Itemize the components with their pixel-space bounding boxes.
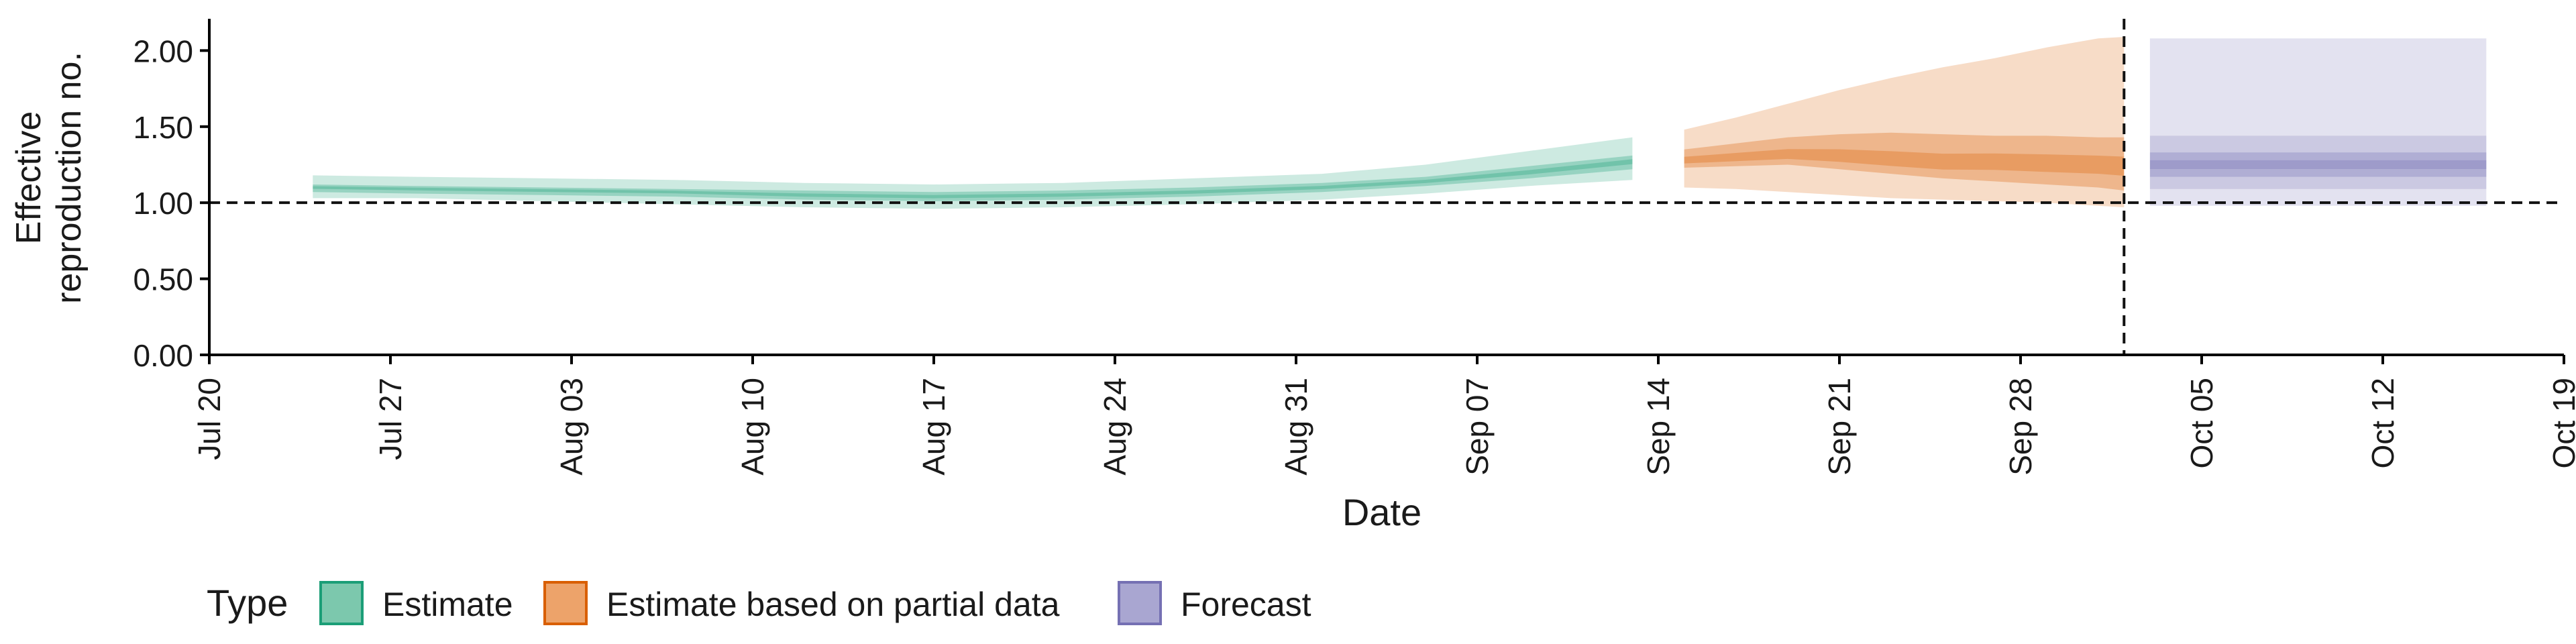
series-forecast — [2149, 38, 2487, 206]
x-tick-label: Aug 03 — [554, 378, 589, 476]
series-estimate-based-on-partial-data — [1684, 37, 2125, 207]
forecast-90-band — [2149, 136, 2487, 189]
y-tick-label: 0.50 — [133, 262, 193, 297]
x-tick-label: Sep 28 — [2003, 378, 2038, 476]
x-tick-label: Sep 21 — [1822, 378, 1857, 476]
legend-title: Type — [207, 582, 288, 624]
estimate-based-on-partial-data-50-band — [1684, 132, 2125, 191]
y-axis-label-line2: reproduction no. — [50, 52, 89, 304]
series-estimate — [313, 137, 1633, 209]
estimate-based-on-partial-data-90-band — [1684, 37, 2125, 207]
x-tick-label: Oct 05 — [2184, 378, 2219, 469]
estimate-50-band — [313, 155, 1633, 201]
legend-swatch — [319, 581, 364, 625]
legend-label: Estimate based on partial data — [606, 586, 1060, 623]
forecast-50-band — [2149, 152, 2487, 177]
estimate-90-band — [313, 137, 1633, 209]
legend-label: Estimate — [382, 586, 513, 623]
y-axis-label-line1: Effective — [9, 111, 48, 244]
estimate-bands — [313, 37, 2487, 209]
y-tick-label: 0.00 — [133, 338, 193, 373]
x-tick-label: Aug 10 — [735, 378, 770, 476]
y-tick-label: 1.00 — [133, 186, 193, 221]
x-tick-label: Sep 14 — [1641, 378, 1676, 476]
x-tick-label: Aug 17 — [916, 378, 951, 476]
x-tick-label: Jul 27 — [373, 378, 408, 460]
forecast-median-band — [2149, 160, 2487, 169]
estimate-based-on-partial-data-median-band — [1684, 149, 2125, 176]
legend-swatch — [543, 581, 588, 625]
x-tick-label: Jul 20 — [192, 378, 227, 460]
x-tick-label: Sep 07 — [1460, 378, 1495, 476]
forecast-outer-band — [2149, 38, 2487, 206]
y-tick-label: 1.50 — [133, 110, 193, 145]
legend-swatch — [1118, 581, 1162, 625]
x-tick-label: Oct 12 — [2365, 378, 2400, 469]
x-tick-label: Oct 19 — [2546, 378, 2576, 469]
legend-label: Forecast — [1181, 586, 1311, 623]
estimate-median-band — [313, 159, 1633, 199]
axes: 0.00 0.50 1.00 1.50 2.00 Jul 20 Jul 27 Aug 03 Au… — [133, 19, 2576, 476]
x-tick-label: Aug 31 — [1279, 378, 1313, 476]
reference-lines — [209, 19, 2564, 355]
x-axis-label: Date — [1342, 491, 1421, 533]
x-tick-label: Aug 24 — [1097, 378, 1132, 476]
y-tick-label: 2.00 — [133, 34, 193, 68]
legend: Type Estimate Estimate based on partial d… — [207, 581, 1311, 625]
